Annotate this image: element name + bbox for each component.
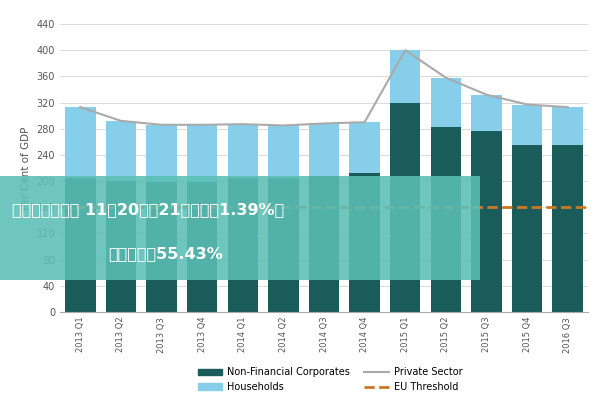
Bar: [65, 107, 95, 178]
Bar: [187, 182, 217, 312]
Bar: [268, 178, 299, 312]
Legend: Non-Financial Corporates, Households, Private Sector, EU Threshold: Non-Financial Corporates, Households, Pr…: [195, 364, 465, 395]
Bar: [471, 95, 502, 131]
Bar: [65, 178, 95, 312]
Bar: [390, 102, 421, 312]
Bar: [553, 107, 583, 145]
Y-axis label: Per Cent of GDP: Per Cent of GDP: [21, 126, 31, 210]
Bar: [106, 121, 136, 181]
Bar: [227, 178, 258, 312]
Bar: [471, 131, 502, 312]
Bar: [431, 78, 461, 127]
Bar: [431, 127, 461, 312]
Bar: [349, 122, 380, 173]
Bar: [146, 182, 177, 312]
Bar: [309, 124, 339, 176]
Bar: [227, 124, 258, 178]
Bar: [268, 126, 299, 178]
Bar: [512, 145, 542, 312]
Bar: [349, 173, 380, 312]
Bar: [512, 104, 542, 145]
Bar: [187, 125, 217, 182]
Bar: [146, 125, 177, 182]
Bar: [390, 50, 421, 102]
Bar: [106, 181, 136, 312]
Bar: [553, 145, 583, 312]
Text: 转股溢价率55.43%: 转股溢价率55.43%: [108, 246, 223, 262]
Bar: [309, 176, 339, 312]
Text: 配资是什么意思 11月20日台21转债上涨1.39%，: 配资是什么意思 11月20日台21转债上涨1.39%，: [12, 202, 284, 217]
